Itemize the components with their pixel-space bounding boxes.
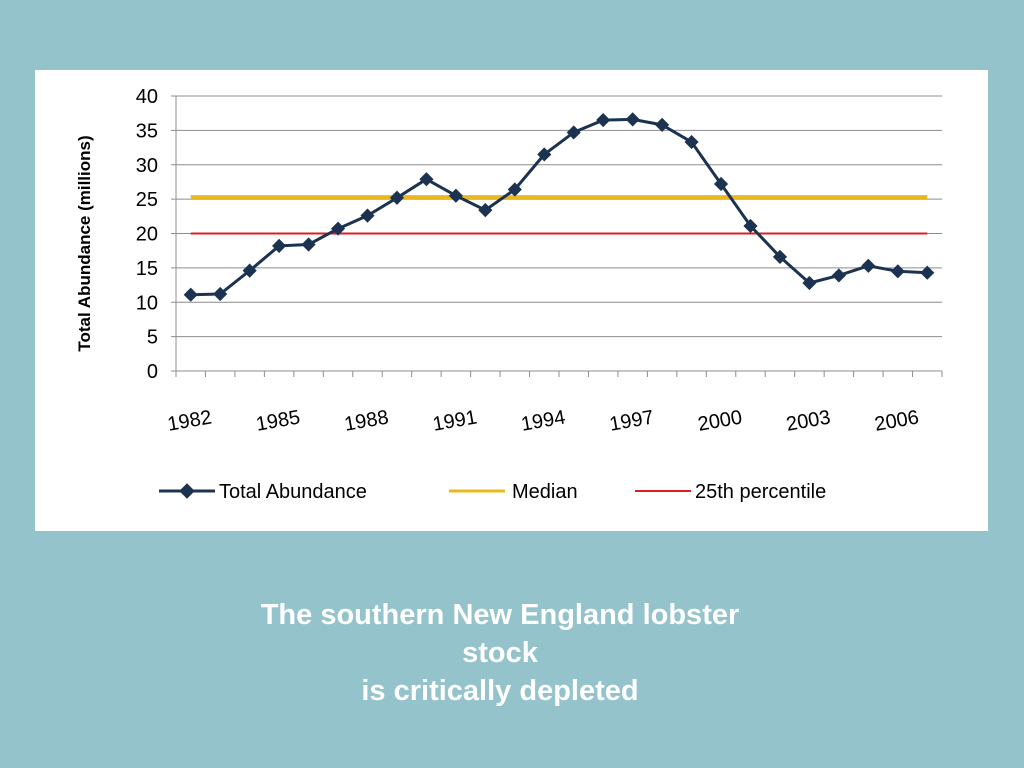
legend-item-median: Median [449,481,578,503]
y-tick-label-35: 35 [136,120,158,142]
data-point-2000 [713,176,729,192]
y-tick-label-15: 15 [136,258,158,280]
total-abundance-line [190,117,928,297]
gridlines [176,95,942,338]
data-point-1991 [448,188,463,203]
data-point-1987 [330,221,346,236]
data-point-1982 [183,287,198,302]
x-tick-label-1991: 1991 [431,406,479,435]
caption-line-3: is critically depleted [361,675,639,707]
data-point-2007 [920,265,935,280]
axes [171,95,943,377]
data-point-1985 [272,238,287,253]
data-point-1984 [242,263,257,278]
data-point-1997 [625,112,640,127]
line-chart: 0 5 10 15 20 25 30 35 40 1982 1985 1988 1991 1994 1997… [75,86,943,503]
data-point-1986 [301,237,316,252]
y-tick-label-40: 40 [136,86,158,108]
legend-item-25th-percentile: 25th percentile [635,481,826,503]
data-point-1996 [596,112,611,128]
data-point-1998 [655,117,670,132]
caption-line-1: The southern New England lobster [260,599,740,631]
y-tick-label-0: 0 [147,361,158,383]
x-tick-label-1985: 1985 [254,406,302,435]
data-point-2002 [772,249,788,264]
data-point-1999 [684,134,699,150]
y-axis-title: Total Abundance (millions) [75,135,94,351]
x-tick-label-2006: 2006 [873,406,921,435]
legend: Total Abundance Median 25th percentile [159,481,826,503]
y-tick-label-25: 25 [136,189,158,211]
data-point-1992 [478,203,493,218]
slide-caption: The southern New England lobster stock i… [150,596,850,710]
tick-labels: 0 5 10 15 20 25 30 35 40 1982 1985 1988 1991 1994 1997… [136,86,921,436]
y-tick-label-10: 10 [136,292,158,314]
legend-label-total-abundance: Total Abundance [219,481,367,503]
y-tick-label-30: 30 [136,155,158,177]
data-point-2004 [831,268,846,283]
series-layer [183,112,935,302]
data-point-1990 [419,172,434,187]
x-tick-label-1982: 1982 [166,406,214,435]
x-tick-label-1994: 1994 [519,406,567,435]
legend-label-median: Median [512,481,578,503]
data-point-1995 [566,125,581,140]
data-point-2006 [890,264,905,279]
data-point-1989 [389,190,405,205]
caption-line-2: stock [462,637,538,669]
data-point-1993 [507,182,522,197]
legend-marker-total-abundance [179,483,195,499]
x-tick-label-2003: 2003 [785,406,833,435]
x-tick-label-1988: 1988 [343,406,391,435]
y-tick-label-5: 5 [147,327,158,349]
x-tick-label-2000: 2000 [696,406,744,435]
data-point-1988 [360,208,375,223]
legend-item-total-abundance: Total Abundance [159,481,367,503]
x-tick-label-1997: 1997 [608,406,656,435]
data-point-1994 [537,147,552,162]
y-tick-label-20: 20 [136,224,158,246]
data-point-2005 [861,258,876,273]
data-point-1983 [213,286,228,302]
legend-label-25th-percentile: 25th percentile [695,481,826,503]
data-point-2003 [802,275,817,291]
data-point-2001 [743,218,758,234]
chart-panel: 0 5 10 15 20 25 30 35 40 1982 1985 1988 1991 1994 1997… [35,70,988,531]
